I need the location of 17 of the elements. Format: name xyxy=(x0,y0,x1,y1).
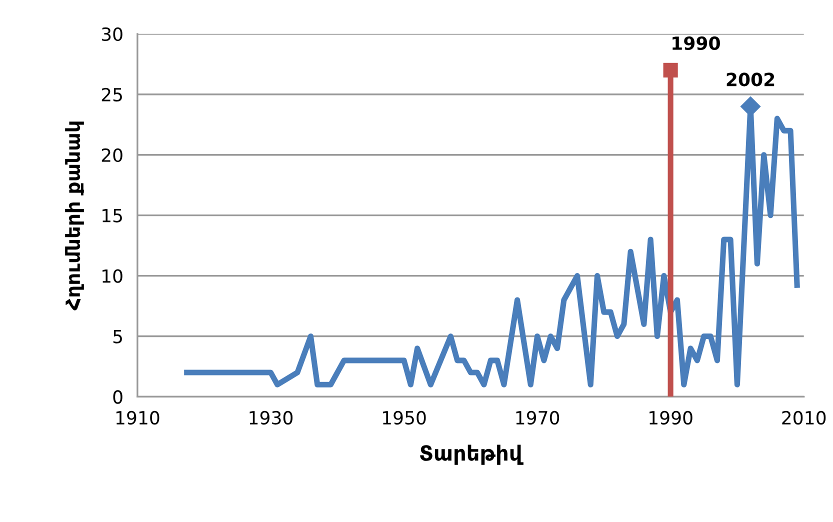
x-axis-title: Տարեթիվ xyxy=(420,444,524,465)
x-tick-label: 1950 xyxy=(383,410,426,425)
y-axis-title: Հղումների քանակ xyxy=(65,122,84,310)
y-tick-label: 20 xyxy=(102,148,122,162)
x-tick-label: 2010 xyxy=(782,410,826,425)
x-tick-label: 1970 xyxy=(516,410,560,425)
x-tick-label: 1930 xyxy=(250,410,292,425)
x-tick-label: 1990 xyxy=(650,410,692,425)
y-tick-label: 15 xyxy=(102,209,122,222)
x-tick-label: 1910 xyxy=(116,410,160,425)
y-tick-label: 5 xyxy=(113,330,122,344)
annotation: 2002 xyxy=(726,72,774,86)
annotation: 1990 xyxy=(672,36,720,50)
y-tick-label: 10 xyxy=(102,269,122,283)
y-tick-label: 0 xyxy=(113,390,122,404)
y-tick-label: 30 xyxy=(102,27,122,42)
y-tick-label: 25 xyxy=(102,88,122,102)
